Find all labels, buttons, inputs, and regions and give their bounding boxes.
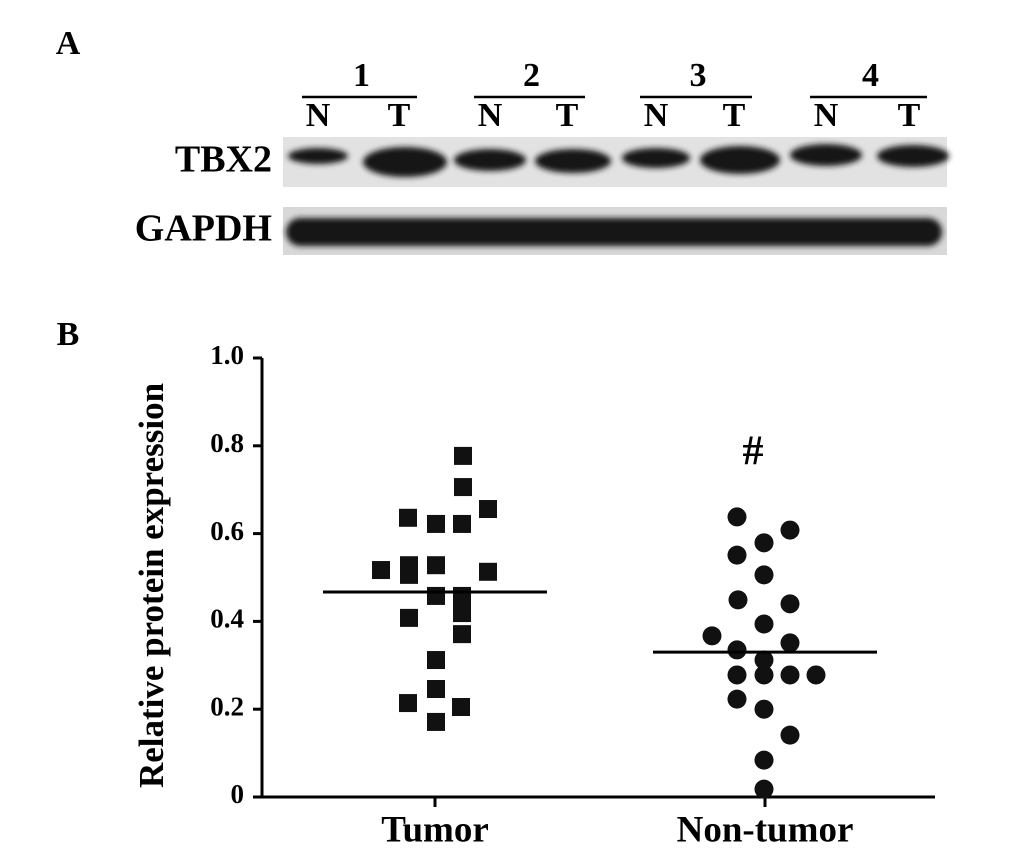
protein-label: TBX2 (175, 139, 272, 181)
y-tick-label: 0 (231, 779, 245, 809)
sample-label: 3 (690, 57, 707, 94)
point (454, 446, 472, 465)
annotation: # (743, 429, 764, 475)
point (727, 640, 747, 660)
point (453, 625, 471, 644)
point (806, 665, 826, 685)
point (427, 712, 445, 731)
panel-label: A (56, 25, 81, 62)
lane-labels: 1N T2N T3N T4N T (302, 57, 927, 134)
lane-label: T (898, 97, 921, 134)
point (427, 680, 445, 699)
point (780, 725, 800, 745)
point (399, 508, 417, 527)
point (400, 608, 418, 627)
sample-label: 2 (523, 57, 540, 94)
point (727, 545, 747, 565)
band (700, 146, 780, 174)
point (754, 699, 774, 719)
point (754, 614, 774, 634)
point (427, 651, 445, 670)
y-tick-label: 0.6 (210, 516, 244, 546)
panel-label: B (57, 316, 80, 353)
y-tick-label: 1.0 (210, 340, 244, 370)
point (453, 604, 471, 623)
protein-label: GAPDH (135, 208, 272, 250)
point (780, 633, 800, 653)
band (790, 144, 862, 166)
band (363, 147, 447, 177)
point (454, 478, 472, 497)
point (754, 650, 774, 670)
lane-label: N (478, 97, 503, 134)
point (702, 626, 722, 646)
point (372, 561, 390, 580)
x-tick-label: Tumor (381, 809, 489, 850)
band (286, 218, 942, 246)
sample-label: 4 (862, 57, 879, 94)
band (288, 148, 348, 164)
point (453, 514, 471, 533)
point (754, 750, 774, 770)
x-tick-label: Non-tumor (677, 809, 854, 850)
point (780, 520, 800, 540)
point (754, 665, 774, 685)
point (727, 507, 747, 527)
band (454, 149, 526, 171)
point (427, 514, 445, 533)
lane-label: T (388, 97, 411, 134)
y-tick-label: 0.8 (210, 428, 244, 458)
lane-label: N (644, 97, 669, 134)
point (427, 556, 445, 575)
point (754, 779, 774, 799)
point (780, 594, 800, 614)
blot: TBX2 GAPDH (135, 137, 949, 255)
y-axis-title: Relative protein expression (132, 383, 171, 788)
y-tick-label: 0.4 (210, 604, 244, 634)
lane-label: T (556, 97, 579, 134)
point (479, 562, 497, 581)
lane-label: T (723, 97, 746, 134)
point (754, 533, 774, 553)
band (877, 145, 949, 167)
lane-label: N (306, 97, 331, 134)
band (535, 149, 611, 173)
point (427, 586, 445, 605)
point (780, 665, 800, 685)
point (754, 565, 774, 585)
band (622, 148, 690, 168)
point (727, 689, 747, 709)
point (399, 694, 417, 713)
point (452, 698, 470, 717)
point (400, 565, 418, 584)
y-tick-label: 0.2 (210, 691, 244, 721)
point (479, 500, 497, 519)
lane-label: N (814, 97, 839, 134)
point (728, 590, 748, 610)
point (453, 586, 471, 605)
sample-label: 1 (353, 57, 370, 94)
point (727, 665, 747, 685)
